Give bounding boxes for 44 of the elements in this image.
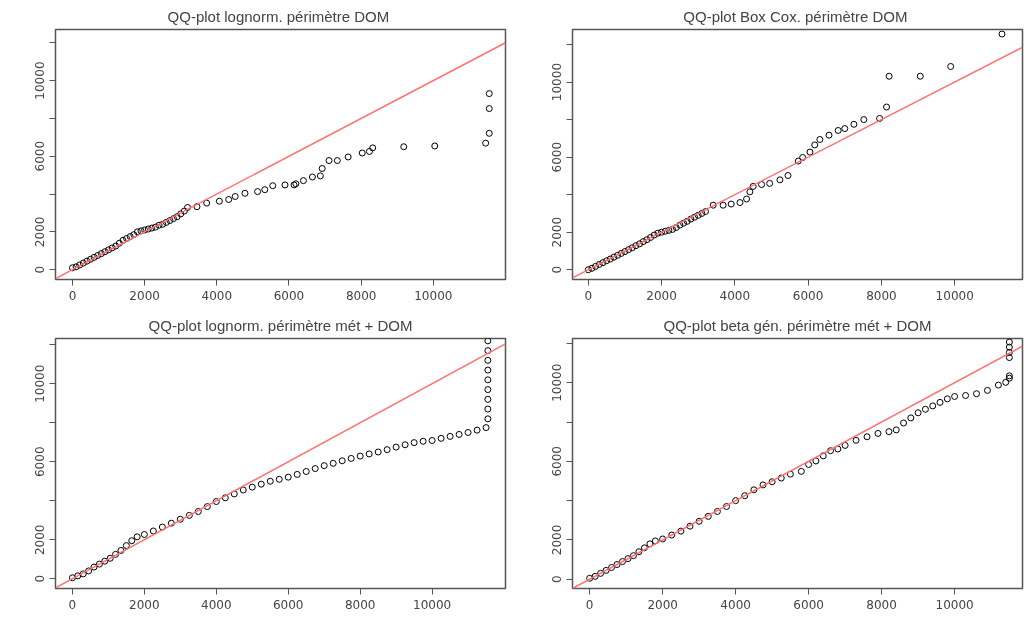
y-tick-label: 6000	[550, 446, 565, 477]
y-tick-label: 10000	[550, 363, 565, 402]
x-tick-label: 4000	[201, 597, 232, 612]
x-tick-label: 6000	[793, 597, 824, 612]
x-tick-label: 6000	[792, 288, 824, 303]
x-tick-label: 8000	[344, 597, 376, 612]
x-tick-label: 10000	[935, 597, 974, 612]
x-tick-label: 4000	[719, 288, 751, 303]
y-tick-label: 0	[33, 265, 48, 274]
y-tick-label: 2000	[550, 524, 565, 556]
x-tick-label: 0	[68, 288, 77, 303]
chart-title: QQ-plot lognorm. périmètre mét + DOM	[148, 316, 413, 334]
x-tick-label: 6000	[273, 288, 305, 303]
x-tick-label: 2000	[647, 597, 678, 612]
chart-title: QQ-plot lognorm. périmètre DOM	[167, 7, 390, 25]
y-tick-label: 0	[33, 574, 48, 583]
x-tick-label: 8000	[345, 288, 377, 303]
x-tick-label: 8000	[866, 288, 897, 303]
y-tick-label: 10000	[33, 364, 48, 403]
x-tick-label: 2000	[646, 288, 677, 303]
y-tick-label: 6000	[33, 140, 48, 172]
x-tick-label: 2000	[129, 288, 160, 303]
x-tick-label: 6000	[272, 597, 304, 612]
y-tick-label: 6000	[33, 446, 48, 478]
x-tick-label: 10000	[414, 288, 453, 303]
x-tick-label: 10000	[413, 597, 452, 612]
y-tick-label: 10000	[550, 62, 565, 102]
x-tick-label: 0	[584, 288, 593, 303]
y-tick-label: 6000	[550, 141, 565, 173]
x-tick-label: 0	[68, 597, 77, 612]
y-tick-label: 2000	[33, 524, 48, 556]
y-tick-label: 2000	[550, 216, 565, 248]
x-tick-label: 0	[585, 597, 594, 612]
y-tick-label: 2000	[33, 216, 48, 248]
x-tick-label: 10000	[935, 288, 974, 303]
y-tick-label: 10000	[33, 61, 48, 100]
x-tick-label: 4000	[201, 288, 233, 303]
chart-title: QQ-plot beta gén. périmètre mét + DOM	[663, 316, 932, 334]
x-tick-label: 8000	[866, 597, 897, 612]
y-tick-label: 0	[550, 575, 565, 584]
x-tick-label: 2000	[129, 597, 160, 612]
x-tick-label: 4000	[720, 597, 751, 612]
y-tick-label: 0	[550, 265, 565, 274]
chart-title: QQ-plot Box Cox. périmètre DOM	[683, 7, 908, 25]
